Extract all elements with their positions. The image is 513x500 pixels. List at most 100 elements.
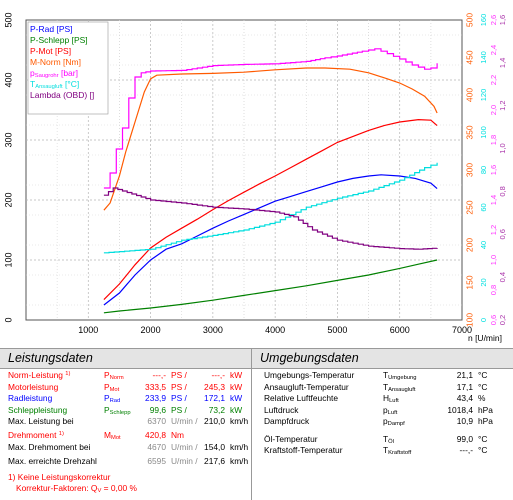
legend-entry: M-Norm [Nm] xyxy=(30,57,81,67)
row-label: Ansaugluft-Temperatur xyxy=(264,381,349,392)
row-symbol: pLuft xyxy=(383,404,398,416)
row-symbol: MMot xyxy=(104,430,121,441)
right-axis-tick-label: 1,8 xyxy=(489,135,498,145)
legend-entries: P-Rad [PS]P-Schlepp [PS]P-Mot [PS]M-Norm… xyxy=(30,24,95,100)
right-axis-tick-label: 1,6 xyxy=(489,165,498,175)
right-axis-tick-label: 1,6 xyxy=(498,15,507,25)
right-axis-tick-label: 0 xyxy=(479,318,488,322)
right-axis-tick-label: 2,6 xyxy=(489,15,498,25)
right-axis-tick-label: 1,4 xyxy=(489,195,498,205)
footnote-1: 1) Keine Leistungskorrektur xyxy=(0,472,251,483)
umgebung-row: Relative Luftfeuchte HLuft 43,4% xyxy=(252,393,513,404)
leistung-row: Schleppleistung PSchlepp 99,6 PS / 73,2 kW xyxy=(0,405,251,416)
row-value: 99,0 xyxy=(456,433,473,444)
leistung-row: Motorleistung PMot 333,5 PS / 245,3 kW xyxy=(0,382,251,393)
leistungsdaten-panel: Leistungsdaten Norm-Leistung 1) PNorm ---,… xyxy=(0,348,252,500)
leistung-row: Drehmoment 1) MMot 420,8 Nm xyxy=(0,430,251,441)
x-tick-label: 7000 xyxy=(452,325,472,335)
row-value-1: 333,5 xyxy=(145,381,166,392)
x-tick-label: 1000 xyxy=(78,325,98,335)
y-tick-label: 100 xyxy=(3,252,13,267)
right-axis-tick-label: 400 xyxy=(464,88,474,102)
right-axis-tick-label: 450 xyxy=(464,50,474,64)
row-value: ---,- xyxy=(459,445,473,455)
x-tick-label: 5000 xyxy=(327,325,347,335)
drehzahl-row: Max. erreichte Drehzahl 6595 U/min / 217,6 k… xyxy=(0,456,251,467)
row-unit-1: Nm xyxy=(171,430,185,440)
row-value-2: 245,3 xyxy=(204,381,225,392)
right-axis-tick-label: 20 xyxy=(479,278,488,286)
right-axis-tick-label: 60 xyxy=(479,203,488,211)
legend-entry: TAnsaugluft [°C] xyxy=(30,79,80,90)
row-symbol: TKraftstoff xyxy=(383,445,412,456)
row-unit: °C xyxy=(478,433,488,444)
right-axis-tick-label: 0,4 xyxy=(498,272,507,282)
row-symbol: HLuft xyxy=(383,393,399,404)
y-tick-label: 200 xyxy=(3,192,13,207)
row-label: Kraftstoff-Temperatur xyxy=(264,445,343,455)
row-label: Max. erreichte Drehzahl xyxy=(8,456,97,466)
legend-entry: Lambda (OBD) [] xyxy=(30,90,95,100)
row-value-2: 172,1 xyxy=(204,393,225,403)
umgebungsdaten-title: Umgebungsdaten xyxy=(252,348,513,369)
series-lines xyxy=(103,48,438,314)
row-label: Schleppleistung xyxy=(8,404,68,415)
row-value-1: ---,- xyxy=(152,370,166,380)
x-axis-label: n [U/min] xyxy=(468,333,502,343)
right-axis-tick-label: 160 xyxy=(479,14,488,27)
row-unit: % xyxy=(478,393,486,403)
row-unit-2: km/h xyxy=(230,416,249,426)
row-label: Relative Luftfeuchte xyxy=(264,393,339,403)
y-tick-label: 0 xyxy=(3,317,13,322)
right-axis-tick-label: 500 xyxy=(464,13,474,27)
row-unit-2: km/h xyxy=(230,441,249,452)
legend-entry: pSaugrohr [bar] xyxy=(30,68,78,79)
row-symbol: PRad xyxy=(104,393,121,404)
right-axis-tick-label: 0,8 xyxy=(498,186,507,196)
right-axis-tick-label: 1,2 xyxy=(489,225,498,235)
row-value-2: 154,0 xyxy=(204,441,225,452)
row-symbol: PSchlepp xyxy=(104,404,131,416)
row-unit-1: PS / xyxy=(171,393,187,403)
row-unit: °C xyxy=(478,445,488,455)
row-unit-2: kW xyxy=(230,393,243,403)
umgebung-row: Ansaugluft-Temperatur TAnsaugluft 17,1 °C xyxy=(252,382,513,393)
row-value-1: 6595 xyxy=(147,456,166,466)
right-axis-tick-label: 150 xyxy=(464,275,474,289)
row-unit-1: U/min / xyxy=(171,441,198,452)
row-unit-1: U/min / xyxy=(171,416,198,426)
right-axis-tick-label: 200 xyxy=(464,238,474,252)
row-label: Max. Drehmoment bei xyxy=(8,441,91,452)
row-unit: °C xyxy=(478,381,488,392)
row-symbol: TUmgebung xyxy=(383,370,417,381)
right-axis-tick-label: 0,2 xyxy=(498,315,507,325)
series-line-psaugrohr xyxy=(103,48,438,189)
row-value: 10,9 xyxy=(456,416,473,426)
umgebung-row: Öl-Temperatur TÖl 99,0 °C xyxy=(252,434,513,445)
row-value-2: 217,6 xyxy=(204,456,225,466)
series-line-p-schlepp xyxy=(103,259,438,314)
series-line-tansaugluft xyxy=(103,162,438,254)
row-value: 21,1 xyxy=(456,370,473,380)
leistung-row: Max. Drehmoment bei 4670 U/min / 154,0 km/h xyxy=(0,442,251,453)
row-value-2: 73,2 xyxy=(208,404,225,415)
row-unit-2: kW xyxy=(230,370,243,380)
leistungsdaten-title: Leistungsdaten xyxy=(0,348,251,369)
y-axis-left: 0 100 200 300 400 500 xyxy=(3,12,13,322)
right-axis-tick-label: 350 xyxy=(464,125,474,139)
chart-legend: P-Rad [PS]P-Schlepp [PS]P-Mot [PS]M-Norm… xyxy=(27,21,109,115)
right-axis-tick-label: 2,0 xyxy=(489,105,498,115)
series-line-m-norm xyxy=(103,67,438,211)
right-axis-tick-label: 100 xyxy=(464,313,474,327)
right-axis-tick-label: 0,6 xyxy=(489,315,498,325)
footnote-2: Korrektur-Faktoren: QV = 0,00 % xyxy=(0,483,251,494)
umgebung-row: Kraftstoff-Temperatur TKraftstoff ---,- °C xyxy=(252,445,513,456)
row-unit-1: PS / xyxy=(171,404,187,415)
y-tick-label: 400 xyxy=(3,72,13,87)
leistung-row: Norm-Leistung 1) PNorm ---,- PS / ---,- kW xyxy=(0,370,251,381)
right-axis-tick-label: 1,4 xyxy=(498,58,507,68)
x-tick-label: 6000 xyxy=(390,325,410,335)
row-value-1: 233,9 xyxy=(145,393,166,403)
row-value-1: 99,6 xyxy=(149,404,166,415)
